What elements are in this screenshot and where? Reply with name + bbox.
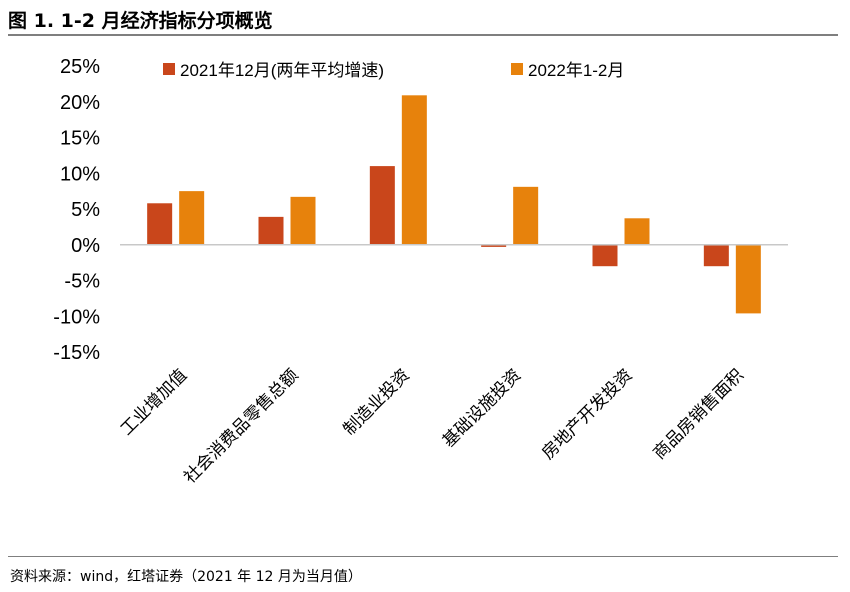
y-axis-ticks: 25% 20% 15% 10% 5% 0% -5% -10% -15% xyxy=(53,56,100,364)
category-label: 制造业投资 xyxy=(340,365,414,439)
legend-label: 2022年1-2月 xyxy=(528,61,624,80)
source-note: 资料来源：wind，红塔证券（2021 年 12 月为当月值） xyxy=(10,569,362,585)
legend-swatch xyxy=(511,63,523,75)
bars xyxy=(147,95,761,314)
y-tick-label: -15% xyxy=(53,342,100,364)
y-tick-label: 10% xyxy=(60,163,100,185)
y-tick-label: 5% xyxy=(71,199,100,221)
y-tick-label: 0% xyxy=(71,235,100,257)
bar-series-2 xyxy=(401,95,427,245)
category-label: 房地产开发投资 xyxy=(538,365,636,463)
category-label: 商品房销售面积 xyxy=(650,365,748,463)
category-label: 工业增加值 xyxy=(117,365,191,439)
bar-series-1 xyxy=(592,244,618,267)
bar-series-1 xyxy=(481,244,507,247)
bar-series-2 xyxy=(735,244,761,314)
y-tick-label: 25% xyxy=(60,56,100,78)
bar-series-2 xyxy=(513,186,539,245)
bar-series-2 xyxy=(179,191,205,245)
legend-label: 2021年12月(两年平均增速) xyxy=(180,61,384,80)
footer-divider xyxy=(8,556,838,557)
y-tick-label: -5% xyxy=(64,271,100,293)
bar-series-2 xyxy=(624,218,650,245)
y-tick-label: 20% xyxy=(60,92,100,114)
bar-series-1 xyxy=(369,166,395,245)
category-label: 基础设施投资 xyxy=(439,365,525,451)
figure-title: 图 1. 1-2 月经济指标分项概览 xyxy=(8,10,273,32)
y-tick-label: 15% xyxy=(60,128,100,150)
bar-series-1 xyxy=(258,216,284,245)
legend-swatch xyxy=(163,63,175,75)
bar-series-2 xyxy=(290,196,316,245)
bar-chart: 25% 20% 15% 10% 5% 0% -5% -10% -15% 工业增加值社会消费品零售… xyxy=(53,56,788,488)
y-tick-label: -10% xyxy=(53,306,100,328)
bar-series-1 xyxy=(147,203,173,245)
bar-series-1 xyxy=(703,244,729,267)
legend: 2021年12月(两年平均增速) 2022年1-2月 xyxy=(163,61,624,80)
category-label: 社会消费品零售总额 xyxy=(180,365,302,487)
title-divider xyxy=(8,34,838,36)
